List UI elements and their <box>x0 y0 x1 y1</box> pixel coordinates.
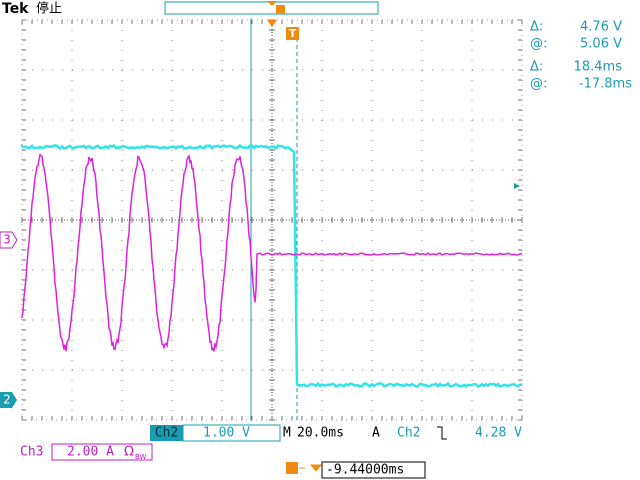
readout-value: 4.76 V <box>580 20 622 35</box>
readout-value: -17.8ms <box>579 77 632 92</box>
readout-value: 18.4ms <box>574 60 623 75</box>
readout-label: @: <box>530 77 547 92</box>
trigger-pos-arrow <box>299 464 323 472</box>
trigger-source: Ch2 <box>397 426 420 441</box>
trigger-pos-icon <box>286 462 298 474</box>
ch3-scale: 2.00 A <box>67 445 114 460</box>
graticule <box>21 19 523 421</box>
trigger-level: 4.28 V <box>475 426 522 441</box>
ch2-label: Ch2 <box>155 426 178 441</box>
timebase-label: M <box>283 426 291 441</box>
ch2-waveform <box>20 143 523 389</box>
trigger-pos-top <box>267 1 277 6</box>
readout-label: Δ: <box>530 60 543 75</box>
ch2-ground <box>0 392 17 408</box>
readout-value: 5.06 V <box>580 37 622 52</box>
trigger-level-marker <box>514 183 520 189</box>
falling-edge-icon <box>437 426 447 440</box>
ch3-ground <box>0 231 18 249</box>
readouts: Δ: 4.76 V @: 5.06 V Δ: 18.4ms @: -17.8ms <box>530 20 632 92</box>
ch3-marker: 3 <box>3 233 11 247</box>
ch2-scale: 1.00 V <box>203 426 250 441</box>
trigger-marker: T <box>289 27 297 40</box>
ch2-scale-box <box>182 424 281 442</box>
brand: Tek <box>2 1 29 17</box>
ch3-label: Ch3 <box>20 445 43 460</box>
ch2-marker: 2 <box>3 393 11 407</box>
ch3-bw: BW <box>135 453 147 461</box>
trigger-marker-box <box>286 27 299 40</box>
ch3-unit: Ω <box>124 445 134 460</box>
readout-label: @: <box>530 37 547 52</box>
readout-label: Δ: <box>530 20 543 35</box>
ch3-scale-box <box>51 443 153 461</box>
trigger-pos-box <box>276 5 285 14</box>
trigger-arrow <box>267 20 277 27</box>
timebase: 20.0ms <box>297 426 344 441</box>
trigger-pos-box <box>321 461 426 479</box>
trigger-position: -9.44000ms <box>326 463 404 478</box>
ch3-waveform <box>21 153 523 352</box>
ch2-label-box <box>150 425 183 441</box>
trigger-mode: A <box>372 426 380 441</box>
run-status: 停止 <box>36 1 62 17</box>
